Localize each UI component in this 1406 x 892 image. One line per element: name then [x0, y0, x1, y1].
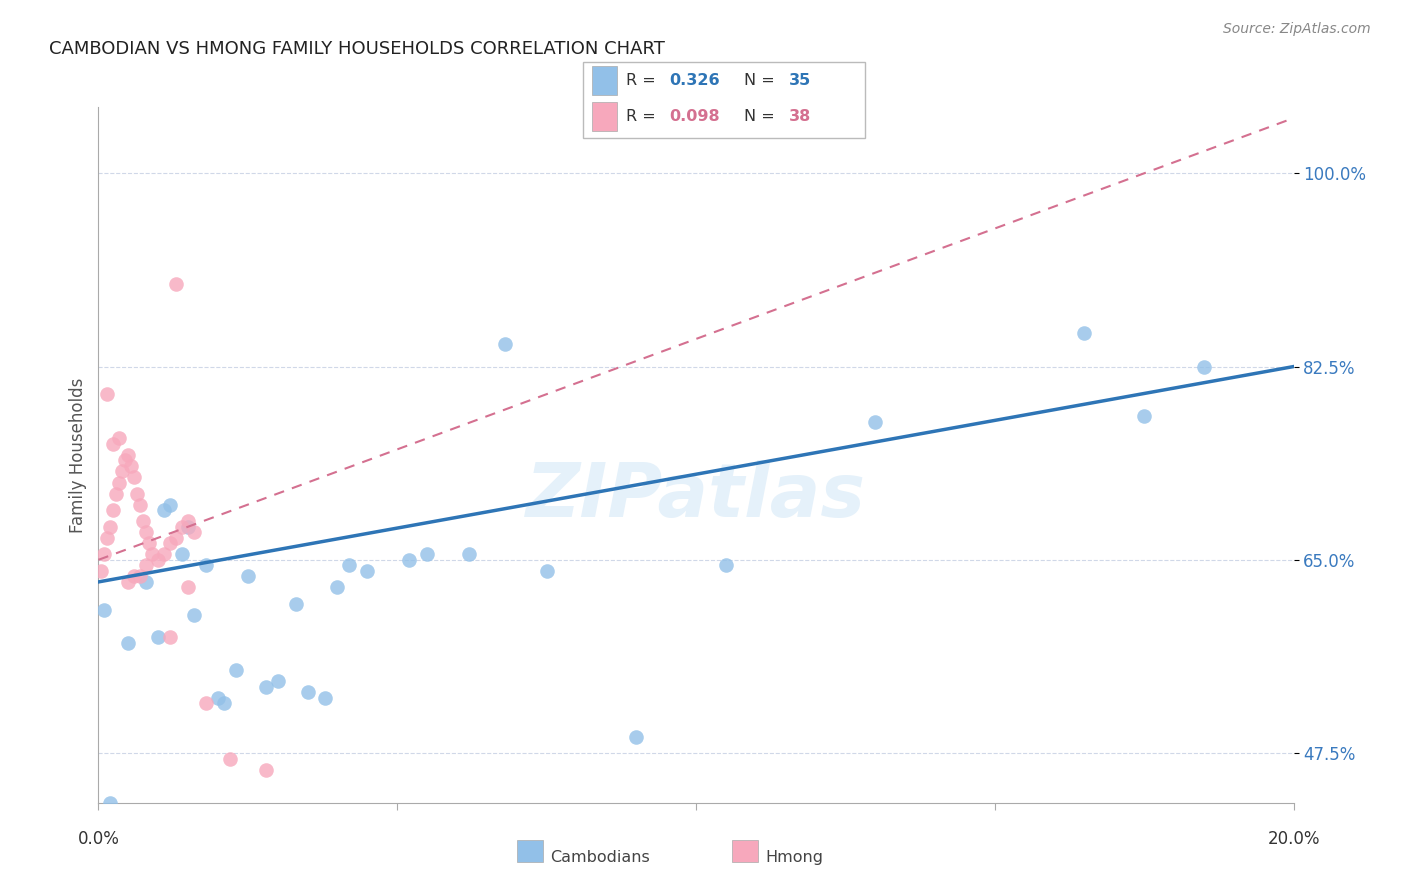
Point [148, 553, 170, 567]
Text: 0.0%: 0.0% [77, 830, 120, 848]
Point [153, 503, 176, 517]
Bar [592, 66, 617, 95]
Text: Hmong: Hmong [765, 850, 824, 865]
Point [90, 564, 112, 578]
Point [1192, 359, 1215, 374]
Text: R =: R = [626, 109, 661, 124]
Point [159, 536, 181, 550]
Point [494, 337, 516, 351]
Point [626, 730, 648, 744]
Text: ZIPatlas: ZIPatlas [526, 460, 866, 533]
Point [195, 558, 218, 573]
Point [714, 558, 737, 573]
Point [267, 674, 290, 689]
Point [93, 602, 115, 616]
Point [108, 431, 131, 445]
Point [103, 503, 125, 517]
Text: 0.098: 0.098 [669, 109, 720, 124]
Point [138, 536, 160, 550]
Point [135, 574, 157, 589]
Text: 20.0%: 20.0% [1267, 830, 1320, 848]
Point [114, 453, 136, 467]
Point [254, 763, 277, 777]
Point [117, 448, 139, 462]
Point [356, 564, 378, 578]
Point [93, 547, 115, 561]
Bar [733, 839, 758, 862]
Point [207, 690, 229, 705]
Text: R =: R = [626, 73, 661, 88]
Point [129, 498, 152, 512]
Bar [592, 102, 617, 130]
Text: 38: 38 [789, 109, 811, 124]
Point [398, 553, 420, 567]
Point [172, 519, 194, 533]
Point [458, 547, 481, 561]
Text: 0.326: 0.326 [669, 73, 720, 88]
Point [103, 437, 125, 451]
Point [159, 630, 181, 644]
Point [129, 569, 152, 583]
Point [225, 663, 247, 677]
Point [536, 564, 558, 578]
Point [865, 415, 887, 429]
Point [183, 608, 205, 623]
Point [96, 531, 118, 545]
Point [98, 519, 122, 533]
Text: CAMBODIAN VS HMONG FAMILY HOUSEHOLDS CORRELATION CHART: CAMBODIAN VS HMONG FAMILY HOUSEHOLDS COR… [49, 40, 665, 58]
Point [165, 531, 187, 545]
Point [183, 525, 205, 540]
Point [111, 465, 134, 479]
Point [326, 581, 349, 595]
Point [254, 680, 277, 694]
Point [177, 519, 200, 533]
Point [177, 581, 200, 595]
Point [141, 547, 163, 561]
Point [219, 751, 242, 765]
Text: N =: N = [744, 109, 780, 124]
Point [172, 547, 194, 561]
Point [135, 558, 157, 573]
Point [132, 514, 155, 528]
Point [339, 558, 361, 573]
Point [124, 569, 146, 583]
Point [120, 458, 142, 473]
Point [124, 470, 146, 484]
Point [117, 635, 139, 649]
Point [117, 574, 139, 589]
Text: Cambodians: Cambodians [550, 850, 650, 865]
Point [135, 525, 157, 540]
Point [98, 796, 122, 810]
Point [284, 597, 307, 611]
Point [195, 697, 218, 711]
Point [148, 630, 170, 644]
Point [1133, 409, 1156, 424]
Point [236, 569, 259, 583]
Point [105, 486, 128, 500]
Point [153, 547, 176, 561]
Point [416, 547, 439, 561]
Text: Source: ZipAtlas.com: Source: ZipAtlas.com [1223, 22, 1371, 37]
Point [212, 697, 235, 711]
Point [96, 387, 118, 401]
Point [1073, 326, 1095, 341]
Text: N =: N = [744, 73, 780, 88]
Point [177, 514, 200, 528]
Point [159, 498, 181, 512]
Point [127, 486, 149, 500]
Bar [517, 839, 543, 862]
Point [108, 475, 131, 490]
Text: 35: 35 [789, 73, 811, 88]
Point [165, 277, 187, 291]
FancyBboxPatch shape [583, 62, 865, 138]
Point [297, 685, 319, 699]
Y-axis label: Family Households: Family Households [69, 377, 87, 533]
Point [105, 818, 128, 832]
Point [315, 690, 337, 705]
